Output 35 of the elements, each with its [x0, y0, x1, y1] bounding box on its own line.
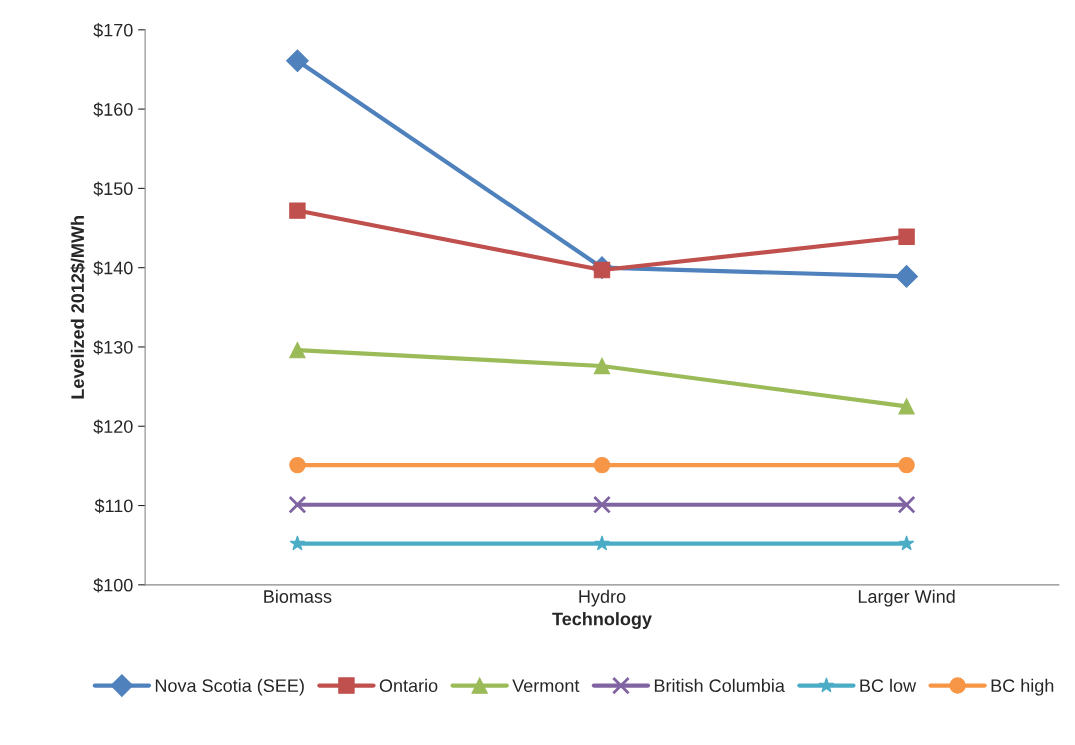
y-tick-label: $150 — [93, 181, 133, 197]
x-axis-title: Technology — [552, 612, 652, 629]
point — [288, 495, 307, 514]
point — [289, 202, 306, 219]
point — [593, 456, 611, 474]
point — [289, 456, 306, 474]
point — [898, 228, 915, 245]
y-tick-label: $100 — [93, 578, 133, 593]
legend-label: BC low — [860, 678, 917, 693]
point — [286, 49, 309, 73]
point — [592, 495, 612, 514]
y-tick-label: $120 — [93, 419, 133, 435]
y-axis-title: Levelized 2012$/MWh — [70, 216, 86, 399]
y-tick-label: $160 — [93, 102, 133, 117]
x-tick-label: Larger Wind — [858, 589, 955, 607]
x-tick-label: Biomass — [264, 589, 332, 603]
point — [289, 535, 306, 551]
point — [594, 535, 610, 551]
point — [897, 495, 916, 514]
legend-label: Nova Scotia (SEE) — [155, 678, 304, 696]
legend-label: British Columbia — [654, 678, 785, 693]
x-tick-label: Hydro — [579, 589, 626, 607]
legend-label: Vermont — [512, 679, 580, 693]
point — [289, 341, 306, 359]
y-tick-label: $130 — [93, 340, 133, 355]
y-tick-label: $170 — [93, 22, 133, 38]
legend-label: Ontario — [379, 678, 438, 693]
point — [898, 456, 915, 474]
point — [895, 265, 918, 288]
legend-label: BC high — [991, 678, 1054, 696]
y-tick-label: $140 — [93, 260, 133, 276]
point — [898, 535, 915, 551]
point — [898, 398, 915, 415]
y-tick-label: $110 — [94, 498, 133, 514]
point — [593, 357, 611, 375]
